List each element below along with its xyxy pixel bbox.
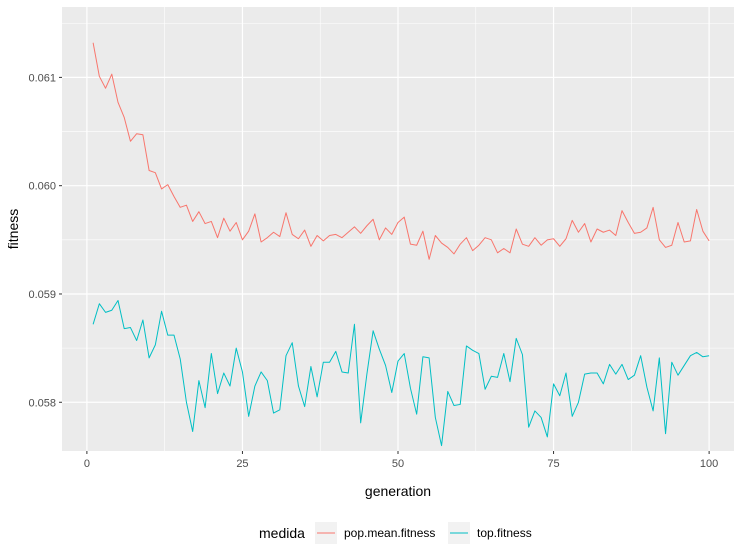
x-tick-label: 0 (84, 458, 90, 470)
x-axis-title: generation (365, 483, 431, 499)
series-layer (92, 42, 710, 447)
y-tick-label: 0.058 (28, 397, 56, 409)
major-gridlines (62, 7, 734, 451)
x-axis: 0 25 50 75 100 (84, 451, 718, 470)
legend-title: medida (259, 525, 305, 541)
y-axis: 0.058 0.059 0.060 0.061 (28, 72, 62, 409)
series-line-top-fitness (92, 299, 710, 447)
x-tick-label: 50 (392, 458, 404, 470)
series-line-pop-mean-fitness (92, 42, 710, 260)
y-axis-title: fitness (5, 209, 21, 249)
x-tick-label: 100 (700, 458, 718, 470)
legend-item-top-fitness: top.fitness (448, 522, 532, 544)
legend-label-pop-mean-fitness: pop.mean.fitness (344, 526, 435, 540)
x-tick-label: 75 (547, 458, 559, 470)
legend: medida pop.mean.fitness top.fitness (259, 522, 532, 544)
x-tick-label: 25 (236, 458, 248, 470)
y-tick-label: 0.060 (28, 181, 56, 193)
y-tick-label: 0.061 (28, 72, 56, 84)
y-tick-label: 0.059 (28, 289, 56, 301)
legend-item-pop-mean-fitness: pop.mean.fitness (315, 522, 435, 544)
legend-label-top-fitness: top.fitness (477, 526, 532, 540)
